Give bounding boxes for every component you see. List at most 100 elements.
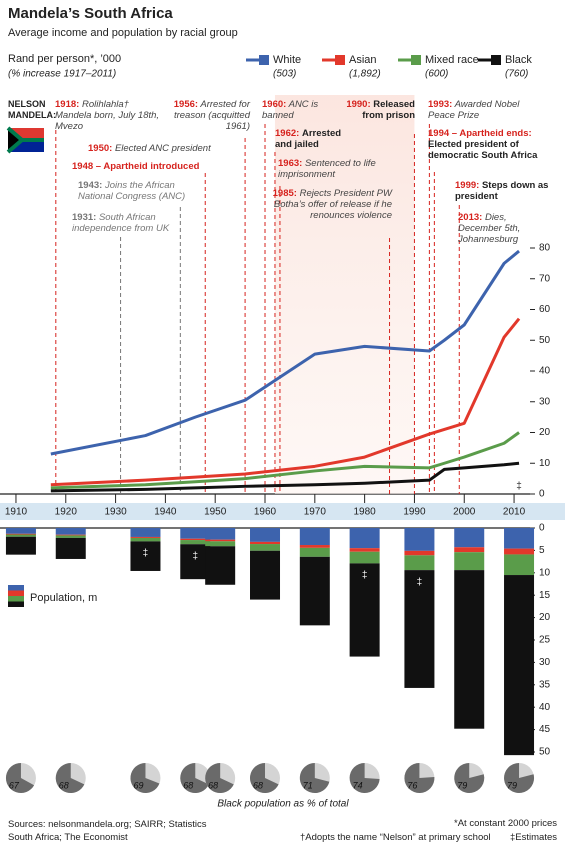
pie-wedge: [349, 763, 380, 794]
event-annotation: 1993: Awarded Nobel Peace Prize: [428, 99, 548, 121]
pie-label: 79: [507, 780, 517, 790]
population-bar: [349, 528, 380, 549]
pie-wedge: [205, 763, 234, 793]
population-bar: [205, 541, 236, 547]
population-bar: [180, 538, 211, 541]
event-label: 2013:: [458, 212, 483, 223]
event-text: Arrested for treason (acquitted 1961): [173, 99, 250, 132]
event-text: Elected president of democratic South Af…: [428, 139, 538, 161]
event-annotation: 1948 – Apartheid introduced: [72, 161, 222, 172]
event-text: Elected ANC president: [114, 143, 211, 154]
event-annotation: 1918: Rolihlahla† Mandela born, July 18t…: [55, 99, 165, 132]
event-text: Arrested and jailed: [275, 128, 342, 150]
population-bar: [250, 550, 281, 600]
pie-wedge: [454, 763, 485, 794]
y-tick-label: 40: [539, 702, 551, 713]
legend-swatch: [8, 585, 24, 591]
pie-label: 68: [59, 780, 69, 790]
sidebar-name: NELSON MANDELA:: [8, 99, 56, 120]
y-tick-label: 70: [539, 273, 551, 284]
y-tick-label: 20: [539, 612, 551, 623]
pie-wedge: [299, 763, 330, 794]
y-label: Rand per person*, ’000: [8, 53, 121, 65]
estimate-note: ‡: [417, 577, 423, 588]
y-tick-label: 10: [539, 458, 551, 469]
population-bar: [250, 544, 281, 551]
legend-swatch: [8, 601, 24, 607]
population-bar: [55, 534, 86, 536]
event-annotation: 1962: Arrested and jailed: [275, 128, 355, 150]
event-label: 1948 – Apartheid introduced: [72, 161, 200, 172]
population-bar: [299, 528, 330, 546]
population-bar: [454, 570, 485, 729]
pie-label: 74: [353, 780, 363, 790]
population-bar: [205, 546, 236, 585]
x-axis-band: [0, 503, 565, 520]
population-bar: [130, 541, 161, 571]
event-label: 1960:: [262, 99, 287, 110]
population-bar: [205, 539, 236, 542]
population-bar: [5, 534, 36, 537]
x-tick-label: 1940: [154, 507, 177, 518]
population-bar: [504, 528, 535, 549]
event-label: 1962:: [275, 128, 300, 139]
population-bar: [404, 550, 435, 556]
event-annotation: 1999: Steps down as president: [455, 180, 550, 202]
pie-label: 67: [9, 780, 20, 790]
population-bar: [404, 570, 435, 688]
event-annotation: 1994 – Apartheid ends: Elected president…: [428, 128, 553, 161]
event-label: 1931:: [72, 212, 97, 223]
population-bar: [55, 535, 86, 538]
note-name: †Adopts the name “Nelson” at primary sch…: [300, 832, 491, 843]
y-tick-label: 35: [539, 679, 551, 690]
event-text: South African independence from UK: [72, 212, 170, 234]
y-tick-label: 20: [539, 427, 551, 438]
y-tick-label: 15: [539, 590, 551, 601]
event-annotation: 1985: Rejects President PW Botha’s offer…: [270, 188, 392, 221]
pie-label: 68: [183, 780, 193, 790]
population-bar: [5, 528, 36, 534]
population-bar: [454, 547, 485, 553]
pie-label: 69: [133, 780, 143, 790]
y-tick-label: 30: [539, 657, 551, 668]
income-line: [50, 431, 520, 490]
pie-caption: Black population as % of total: [217, 799, 349, 810]
y-tick-label: 45: [539, 724, 551, 735]
event-annotation: 1963: Sentenced to life imprisonment: [278, 158, 378, 180]
population-bar: [5, 533, 36, 535]
y-tick-label: 25: [539, 635, 551, 646]
y-label-note: (% increase 1917–2011): [8, 69, 116, 80]
population-bar: [454, 528, 485, 548]
estimate-note: ‡: [192, 551, 198, 562]
pie-wedge: [180, 763, 209, 794]
y-tick-label: 60: [539, 304, 551, 315]
event-label: 1963:: [278, 158, 303, 169]
event-label: 1918:: [55, 99, 80, 110]
title: Mandela’s South Africa: [8, 5, 173, 22]
legend-swatch: [491, 55, 501, 65]
legend-label: Population, m: [30, 592, 97, 604]
legend-label: Asian: [349, 54, 377, 66]
legend-label: Black: [505, 54, 532, 66]
pie-wedge: [250, 763, 279, 794]
event-text: Rejects President PW Botha’s offer of re…: [273, 188, 392, 221]
y-tick-label: 0: [539, 489, 545, 500]
event-text: Sentenced to life imprisonment: [278, 158, 376, 180]
event-text: Rolihlahla† Mandela born, July 18th, Mve…: [55, 99, 160, 132]
population-bar: [5, 536, 36, 555]
population-bar: [504, 548, 535, 555]
event-label: 1985:: [272, 188, 297, 199]
event-label: 1990:: [346, 99, 371, 110]
x-tick-label: 2000: [453, 507, 476, 518]
population-bar: [504, 554, 535, 576]
y-tick-label: 30: [539, 396, 551, 407]
population-bar: [180, 540, 211, 545]
population-bar: [349, 548, 380, 552]
event-text: Awarded Nobel Peace Prize: [428, 99, 520, 121]
y-tick-label: 10: [539, 567, 551, 578]
event-text: Joins the African National Congress (ANC…: [78, 180, 186, 202]
population-bar: [404, 528, 435, 551]
x-tick-label: 1930: [104, 507, 127, 518]
